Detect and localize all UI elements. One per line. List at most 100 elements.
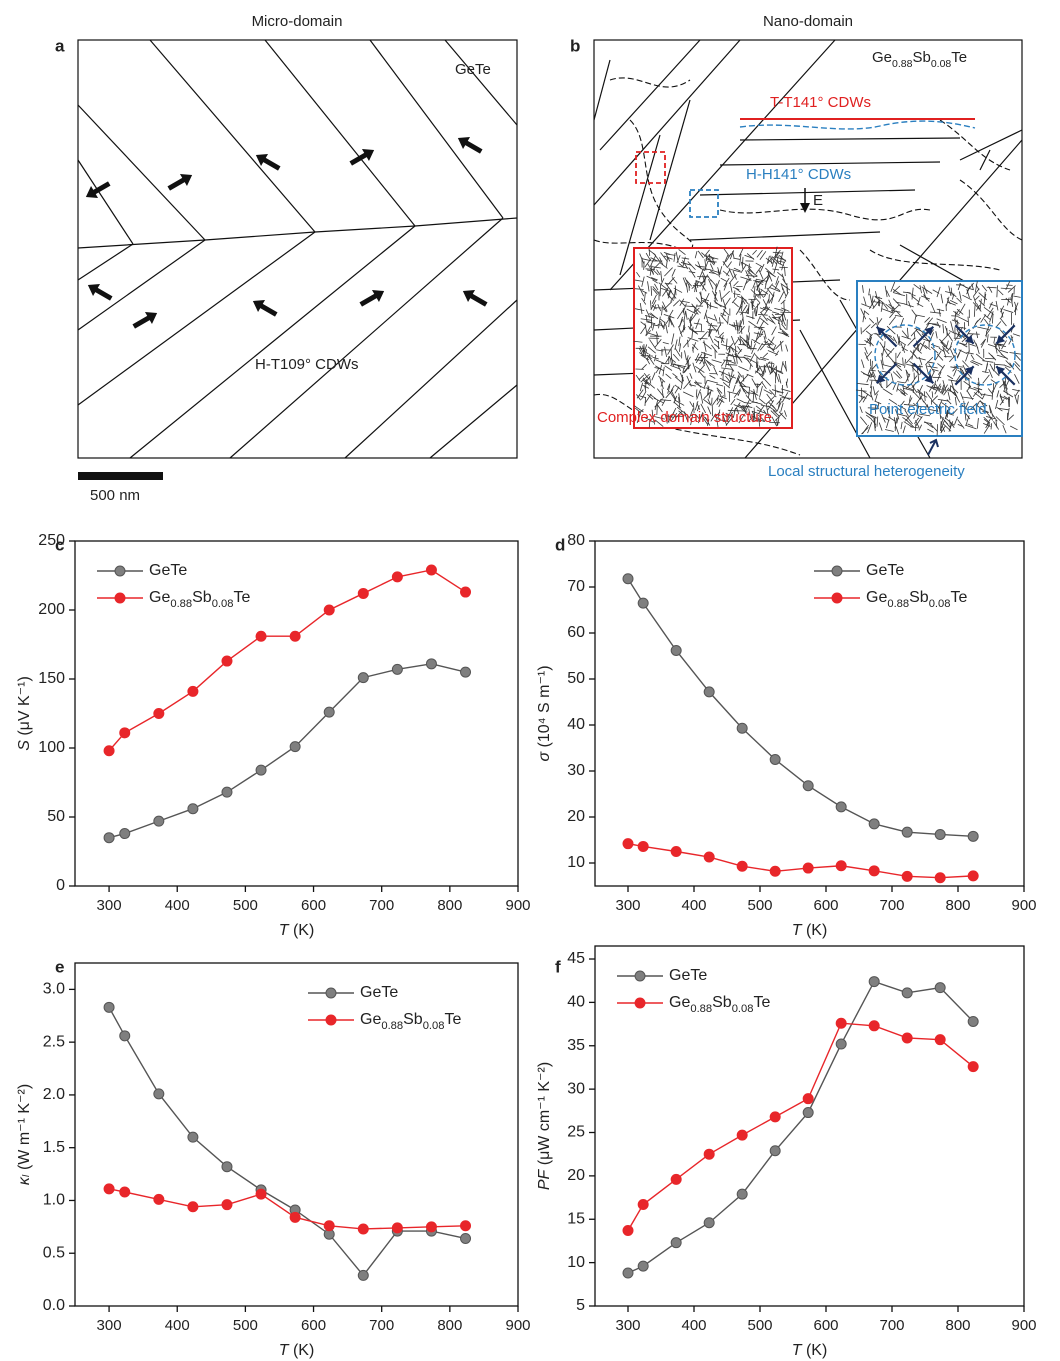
dipole: [666, 276, 675, 286]
dipole: [988, 301, 993, 309]
dipole: [892, 371, 901, 379]
data-point: [835, 860, 847, 872]
dipole: [939, 338, 948, 347]
dipole: [695, 280, 703, 284]
data-point: [153, 815, 165, 827]
dipole: [769, 367, 776, 375]
dipole: [766, 317, 775, 324]
dipole: [634, 308, 645, 312]
dipole: [999, 381, 1007, 388]
dipole: [763, 336, 767, 344]
material-label: GeTe: [455, 61, 491, 78]
data-point: [153, 1088, 165, 1100]
dipole: [720, 314, 728, 324]
dipole: [1017, 394, 1019, 403]
dipole: [983, 418, 990, 424]
dipole: [699, 354, 707, 365]
y-tick-label: 2.0: [43, 1086, 65, 1103]
dipole: [755, 262, 763, 268]
dipole: [772, 317, 781, 322]
dipole: [708, 329, 711, 336]
dipole: [966, 286, 971, 295]
dipole: [707, 255, 719, 260]
legend-marker: [634, 997, 646, 1009]
data-point: [119, 1186, 131, 1198]
dipole: [769, 336, 775, 347]
dipole: [714, 291, 718, 300]
dipole: [651, 266, 661, 269]
dipole: [966, 385, 972, 392]
dipole: [995, 321, 1002, 328]
dipole: [658, 282, 669, 291]
data-point: [357, 1223, 369, 1235]
dipole: [647, 281, 650, 292]
dipole: [950, 287, 953, 296]
dipole: [947, 391, 951, 401]
dipole: [945, 409, 948, 419]
x-tick-label: 300: [615, 1317, 640, 1334]
dipole: [910, 383, 918, 393]
dipole: [695, 353, 703, 364]
dipole: [760, 263, 765, 273]
dipole: [732, 353, 736, 364]
scale-bar: [78, 472, 163, 480]
dipole: [912, 353, 918, 360]
dipole: [1003, 395, 1010, 401]
dipole: [1013, 295, 1021, 298]
field-arrow: [924, 374, 934, 384]
dipole: [660, 321, 664, 328]
dipole: [892, 298, 901, 307]
dipole: [660, 380, 664, 387]
data-point: [460, 586, 472, 598]
dipole: [781, 284, 784, 291]
dipole: [652, 279, 658, 284]
dipole: [972, 302, 980, 310]
dipole: [999, 393, 1004, 403]
dipole: [749, 363, 752, 370]
dipole: [674, 339, 678, 350]
dipole: [949, 421, 955, 428]
x-tick-label: 500: [747, 897, 772, 914]
dipole: [725, 338, 728, 350]
x-axis-label: T (K): [279, 922, 315, 939]
dipole: [993, 421, 1000, 430]
dipole: [928, 363, 935, 373]
dipole: [896, 351, 901, 359]
dipole: [892, 306, 895, 313]
dipole-texture: [633, 246, 792, 428]
dipole: [644, 258, 652, 268]
dipole: [686, 279, 693, 287]
dipole: [758, 287, 761, 299]
dipole: [728, 323, 736, 328]
dipole: [899, 400, 905, 407]
y-tick-label: 0.0: [43, 1297, 65, 1314]
data-point: [835, 1017, 847, 1029]
dipole: [682, 391, 694, 398]
dipole: [985, 327, 992, 337]
dipole: [882, 417, 890, 421]
dipole: [959, 283, 969, 289]
dipole: [690, 312, 698, 322]
dipole: [738, 301, 743, 311]
dipole: [742, 312, 745, 325]
dipole: [956, 297, 962, 304]
data-point: [901, 987, 913, 999]
dipole: [785, 344, 789, 352]
dipole: [678, 326, 683, 337]
dipole: [784, 360, 787, 372]
dipole: [687, 261, 696, 271]
dipole: [743, 402, 752, 404]
y-tick-label: 0: [56, 877, 65, 894]
dipole: [973, 288, 980, 297]
dipole: [772, 410, 780, 417]
legend-label: Ge0.88Sb0.08Te: [866, 589, 967, 610]
dipole: [741, 408, 747, 414]
dipole: [999, 344, 1007, 347]
dipole: [703, 391, 712, 399]
dipole: [859, 406, 863, 414]
dipole: [895, 426, 900, 435]
dipole: [736, 398, 744, 403]
dipole: [1005, 360, 1013, 368]
dipole: [980, 314, 987, 323]
dipole: [713, 366, 718, 376]
